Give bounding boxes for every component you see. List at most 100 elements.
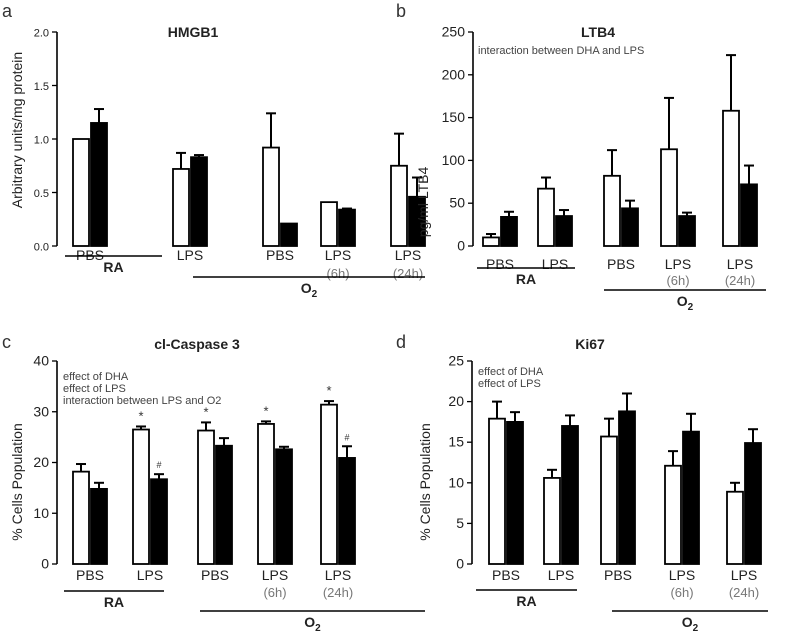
x-tick-sublabel: (24h)	[729, 585, 759, 600]
bar-filled	[90, 487, 108, 565]
bar-open	[482, 236, 500, 247]
bar-open	[320, 403, 338, 565]
x-tick-label: PBS	[486, 256, 514, 272]
x-tick-label: PBS	[201, 567, 229, 583]
significance-marker: *	[326, 383, 331, 398]
significance-marker: *	[138, 408, 143, 423]
bar-filled	[682, 430, 700, 565]
significance-marker: *	[203, 404, 208, 419]
y-tick-label: 100	[442, 152, 466, 168]
x-tick-sublabel: (24h)	[393, 266, 423, 281]
x-tick-label: PBS	[266, 247, 294, 263]
annotation: interaction between DHA and LPS	[478, 45, 644, 57]
y-tick-label: 25	[448, 353, 464, 369]
significance-marker: *	[263, 403, 268, 418]
bar-open	[72, 470, 90, 565]
y-tick-label: 150	[442, 109, 466, 125]
y-tick-label: 200	[442, 66, 466, 82]
y-tick-label: 2.0	[34, 28, 49, 40]
panel-d: d Ki67 % Cells Population 0 5 10 15 20 25 PBS LPS P…	[396, 332, 768, 631]
bar-filled	[618, 410, 636, 565]
bar-filled	[215, 444, 233, 565]
bar-filled	[678, 215, 696, 247]
panel-b: b LTB4 pg/ml LTB4 0 50 100 150 200 250 PBS LPS PBS L…	[396, 1, 766, 313]
chart-title: Ki67	[575, 336, 605, 352]
bar-filled	[338, 208, 356, 247]
x-tick-sublabel: (6h)	[326, 266, 349, 281]
group-label: O2	[677, 293, 694, 313]
bar-open	[664, 464, 682, 565]
x-tick-label: LPS	[548, 567, 574, 583]
group-label: RA	[103, 259, 123, 275]
bar-filled	[275, 448, 293, 565]
panel-letter: c	[2, 332, 11, 352]
y-tick-label: 50	[449, 195, 465, 211]
x-tick-label: PBS	[76, 247, 104, 263]
x-tick-label: LPS	[177, 247, 203, 263]
bar-filled	[150, 478, 168, 565]
y-tick-label: 15	[448, 434, 464, 450]
group-label: RA	[516, 593, 536, 609]
annotation: effect of DHA	[63, 371, 129, 383]
x-tick-label: LPS	[325, 247, 351, 263]
y-tick-label: 0.0	[34, 242, 49, 254]
group-label: O2	[301, 280, 318, 300]
x-tick-sublabel: (6h)	[666, 273, 689, 288]
bar-open	[722, 109, 740, 247]
y-axis-label: % Cells Population	[9, 423, 25, 541]
chart-title: HMGB1	[168, 24, 219, 40]
bar-filled	[408, 195, 426, 247]
y-tick-label: 10	[448, 474, 464, 490]
x-tick-label: PBS	[604, 567, 632, 583]
group-label: O2	[304, 614, 321, 631]
bar-open	[132, 428, 150, 565]
group-label: RA	[516, 271, 536, 287]
bar-open	[197, 429, 215, 565]
y-axis-label: Arbitrary units/mg protein	[9, 52, 25, 208]
y-tick-label: 20	[33, 454, 49, 470]
bar-filled	[500, 215, 518, 247]
panel-a: a HMGB1 Arbitrary units/mg protein 0.0 0.5 1.…	[2, 1, 426, 300]
bar-open	[172, 168, 190, 247]
bar-filled	[555, 215, 573, 247]
y-tick-label: 40	[33, 353, 49, 369]
panel-letter: b	[396, 1, 406, 21]
x-tick-sublabel: (6h)	[670, 585, 693, 600]
y-tick-label: 5	[456, 515, 464, 531]
y-tick-label: 0	[41, 556, 49, 572]
x-tick-label: PBS	[607, 256, 635, 272]
bar-filled	[740, 183, 758, 247]
bar-filled	[338, 457, 356, 565]
y-tick-label: 1.5	[34, 81, 49, 93]
panel-c: c cl-Caspase 3 % Cells Population 0 10 20 30 40…	[2, 332, 425, 631]
group-label: RA	[104, 594, 124, 610]
panel-letter: d	[396, 332, 406, 352]
bar-open	[600, 435, 618, 565]
x-tick-sublabel: (6h)	[263, 585, 286, 600]
x-tick-label: LPS	[262, 567, 288, 583]
x-tick-label: LPS	[395, 247, 421, 263]
chart-title: cl-Caspase 3	[154, 336, 240, 352]
x-tick-label: LPS	[665, 256, 691, 272]
y-tick-label: 30	[33, 403, 49, 419]
chart-title: LTB4	[581, 24, 615, 40]
bar-open	[257, 423, 275, 565]
significance-marker: #	[156, 460, 161, 470]
bar-open	[488, 417, 506, 565]
y-tick-label: 250	[442, 24, 466, 40]
bar-open	[603, 174, 621, 247]
y-axis-label: % Cells Population	[417, 423, 433, 541]
bar-open	[390, 164, 408, 247]
x-tick-sublabel: (24h)	[725, 273, 755, 288]
bar-open	[543, 477, 561, 565]
x-tick-label: PBS	[76, 567, 104, 583]
y-tick-label: 0	[457, 238, 465, 254]
x-tick-label: LPS	[325, 567, 351, 583]
significance-marker: #	[344, 432, 349, 442]
annotation: effect of DHA	[478, 366, 544, 378]
y-tick-label: 10	[33, 505, 49, 521]
bar-open	[320, 201, 338, 247]
panel-letter: a	[2, 1, 13, 21]
group-label-subscript: 2	[315, 623, 321, 631]
